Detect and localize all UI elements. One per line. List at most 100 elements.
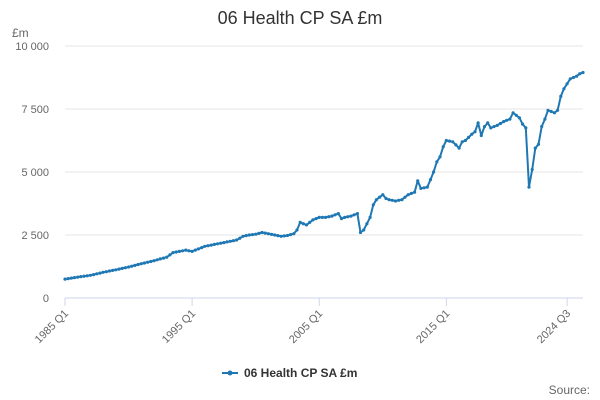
data-point[interactable] <box>139 262 143 266</box>
data-point[interactable] <box>263 231 267 235</box>
data-point[interactable] <box>543 117 547 121</box>
data-point[interactable] <box>467 135 471 139</box>
data-point[interactable] <box>575 74 579 78</box>
data-point[interactable] <box>289 233 293 237</box>
data-point[interactable] <box>273 233 277 237</box>
data-point[interactable] <box>200 246 204 250</box>
data-point[interactable] <box>454 143 458 147</box>
data-point[interactable] <box>524 126 528 130</box>
data-point[interactable] <box>530 167 534 172</box>
data-point[interactable] <box>511 111 515 115</box>
data-point[interactable] <box>495 123 499 127</box>
series-line[interactable] <box>64 71 584 281</box>
data-point[interactable] <box>451 140 455 144</box>
data-point[interactable] <box>219 241 223 245</box>
data-point[interactable] <box>72 276 77 280</box>
source-credit[interactable]: Source: <box>549 383 590 397</box>
data-point[interactable] <box>149 259 153 264</box>
data-point[interactable] <box>343 215 347 219</box>
data-point[interactable] <box>457 146 461 150</box>
data-point[interactable] <box>215 242 220 246</box>
data-point[interactable] <box>235 238 239 242</box>
data-point[interactable] <box>492 125 496 129</box>
data-point[interactable] <box>355 212 359 216</box>
data-point[interactable] <box>171 251 175 255</box>
data-point[interactable] <box>438 155 442 159</box>
data-point[interactable] <box>362 228 366 232</box>
data-point[interactable] <box>565 82 569 86</box>
data-point[interactable] <box>482 125 487 129</box>
data-point[interactable] <box>578 72 582 76</box>
data-point[interactable] <box>174 250 178 254</box>
data-point[interactable] <box>314 217 318 221</box>
data-point[interactable] <box>63 277 67 281</box>
data-point[interactable] <box>502 120 506 124</box>
data-point[interactable] <box>327 215 331 219</box>
data-point[interactable] <box>88 273 92 277</box>
data-point[interactable] <box>324 215 328 219</box>
data-point[interactable] <box>152 259 156 263</box>
data-point[interactable] <box>270 232 274 236</box>
data-point[interactable] <box>441 145 445 149</box>
data-point[interactable] <box>85 274 89 278</box>
data-point[interactable] <box>123 266 127 270</box>
data-point[interactable] <box>114 268 118 272</box>
data-point[interactable] <box>533 146 537 150</box>
data-point[interactable] <box>111 268 115 272</box>
data-point[interactable] <box>368 215 372 219</box>
data-point[interactable] <box>82 274 86 278</box>
data-point[interactable] <box>92 273 96 277</box>
data-point[interactable] <box>69 276 73 280</box>
data-point[interactable] <box>320 215 324 219</box>
data-point[interactable] <box>365 222 369 226</box>
data-point[interactable] <box>247 233 251 237</box>
data-point[interactable] <box>260 230 264 235</box>
data-point[interactable] <box>498 121 502 126</box>
data-point[interactable] <box>95 272 99 276</box>
data-point[interactable] <box>346 215 350 219</box>
data-point[interactable] <box>447 139 452 143</box>
data-point[interactable] <box>378 195 382 199</box>
data-point[interactable] <box>460 140 464 144</box>
data-point[interactable] <box>190 249 194 253</box>
data-point[interactable] <box>228 239 232 243</box>
data-point[interactable] <box>517 116 522 120</box>
data-point[interactable] <box>358 230 363 235</box>
data-point[interactable] <box>409 191 413 195</box>
data-point[interactable] <box>130 264 134 268</box>
data-point[interactable] <box>546 108 550 112</box>
data-point[interactable] <box>435 160 439 164</box>
data-point[interactable] <box>206 244 210 248</box>
data-point[interactable] <box>444 138 448 143</box>
data-point[interactable] <box>165 255 169 259</box>
data-point[interactable] <box>107 269 112 273</box>
data-point[interactable] <box>422 186 426 190</box>
data-point[interactable] <box>193 248 197 252</box>
data-point[interactable] <box>136 262 140 267</box>
data-point[interactable] <box>308 220 312 224</box>
data-point[interactable] <box>397 198 401 202</box>
data-point[interactable] <box>120 266 124 270</box>
data-point[interactable] <box>168 253 172 257</box>
data-point[interactable] <box>117 267 121 271</box>
data-point[interactable] <box>133 263 137 267</box>
data-point[interactable] <box>470 132 474 136</box>
data-point[interactable] <box>428 178 433 182</box>
data-point[interactable] <box>285 233 290 238</box>
data-point[interactable] <box>66 277 70 281</box>
data-point[interactable] <box>295 228 299 232</box>
data-point[interactable] <box>298 220 302 224</box>
data-point[interactable] <box>276 234 280 238</box>
data-point[interactable] <box>187 249 191 253</box>
data-point[interactable] <box>104 270 108 274</box>
data-point[interactable] <box>400 198 404 202</box>
data-point[interactable] <box>393 199 398 203</box>
data-point[interactable] <box>432 170 436 174</box>
data-point[interactable] <box>390 198 394 202</box>
data-point[interactable] <box>311 218 315 222</box>
data-point[interactable] <box>146 260 150 264</box>
data-point[interactable] <box>79 275 83 279</box>
data-point[interactable] <box>387 198 391 202</box>
data-point[interactable] <box>241 234 245 238</box>
data-point[interactable] <box>384 196 388 201</box>
